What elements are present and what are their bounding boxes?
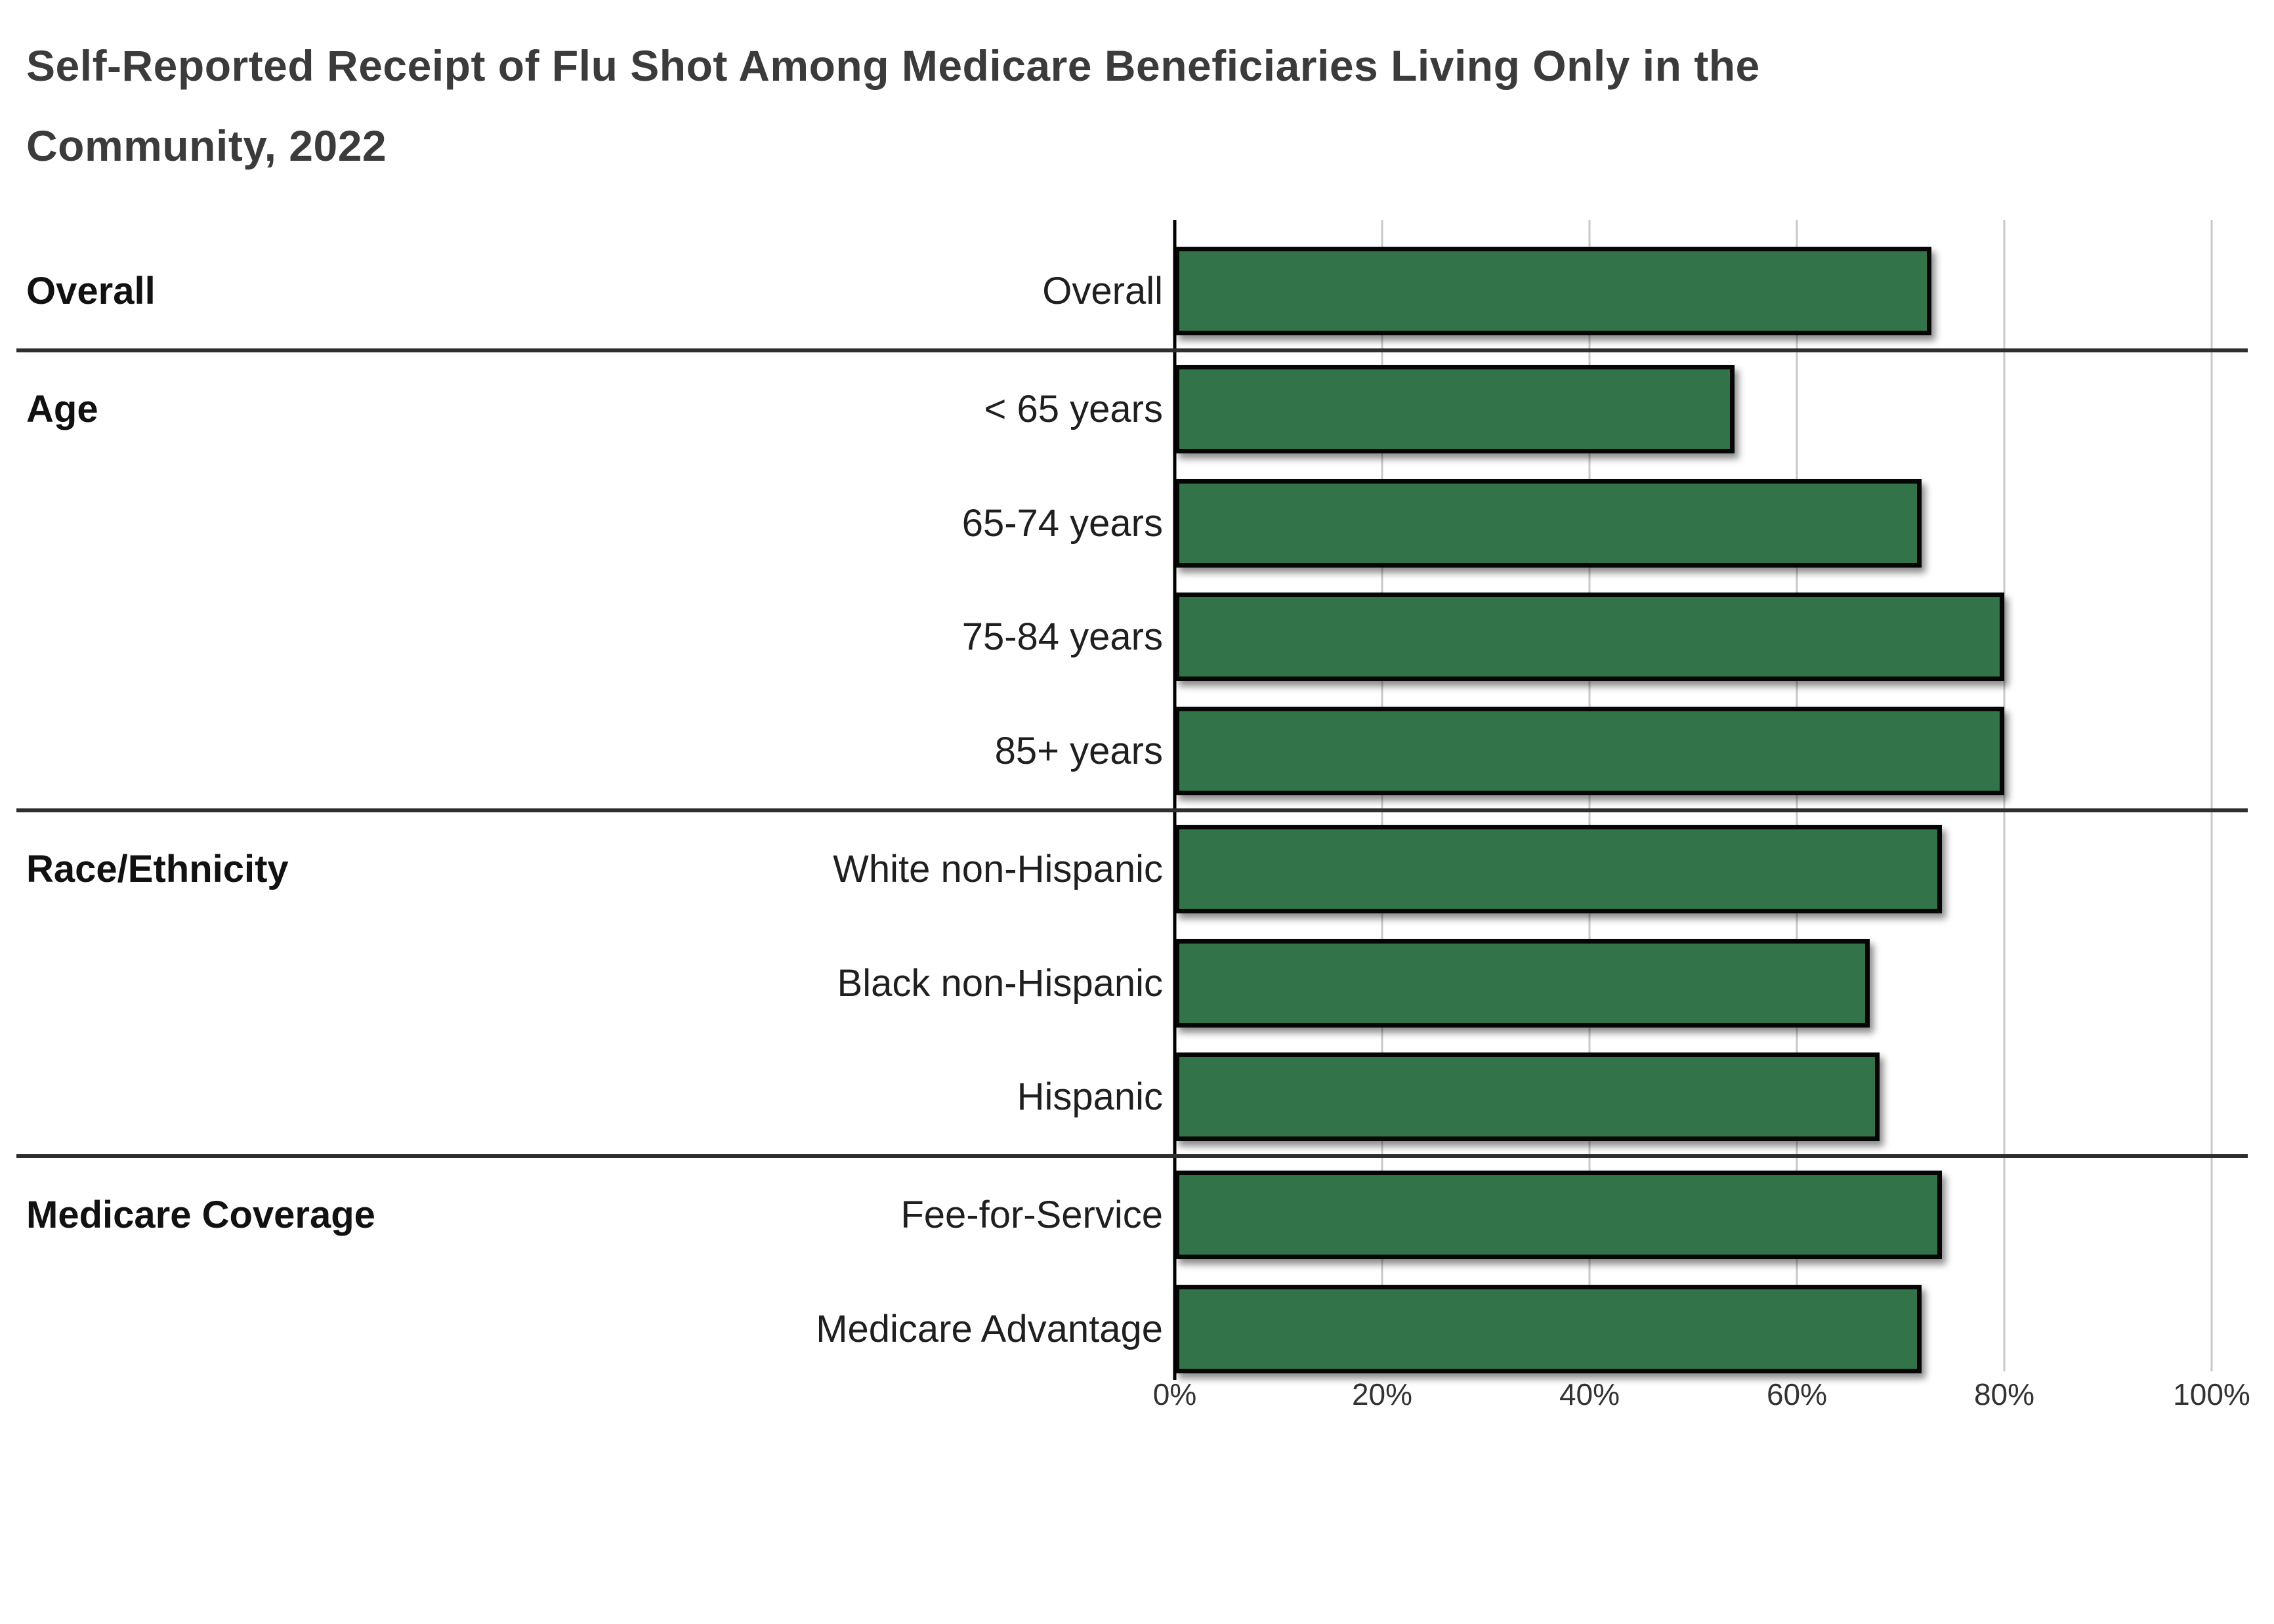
bar-65-years <box>1175 365 1735 453</box>
x-tick-label-20: 20% <box>1351 1377 1413 1411</box>
gridline-60pct <box>1796 220 1798 1371</box>
bar-black-non-hispanic <box>1175 939 1870 1028</box>
gridline-20pct <box>1381 220 1383 1371</box>
group-label-age: Age <box>26 388 98 430</box>
row-label-85-years: 85+ years <box>994 730 1163 772</box>
chart-title-line1: Self-Reported Receipt of Flu Shot Among … <box>26 41 1760 90</box>
x-tick-label-0: 0% <box>1152 1377 1197 1411</box>
x-tick-label-80: 80% <box>1973 1377 2035 1411</box>
chart-title-line2: Community, 2022 <box>26 121 387 170</box>
gridline-80pct <box>2003 220 2006 1371</box>
row-label-65-years: < 65 years <box>984 388 1163 430</box>
row-label-fee-for-service: Fee-for-Service <box>900 1194 1163 1236</box>
group-separator-2 <box>16 808 2248 812</box>
bar-hispanic <box>1175 1052 1880 1141</box>
x-tick-label-60: 60% <box>1766 1377 1828 1411</box>
gridline-100pct <box>2210 220 2213 1371</box>
group-label-overall: Overall <box>26 270 156 312</box>
group-separator-1 <box>16 348 2248 352</box>
bar-white-non-hispanic <box>1175 825 1942 913</box>
x-tick-label-40: 40% <box>1559 1377 1620 1411</box>
row-label-65-74-years: 65-74 years <box>961 502 1163 545</box>
row-label-black-non-hispanic: Black non-Hispanic <box>837 962 1163 1005</box>
row-label-white-non-hispanic: White non-Hispanic <box>833 848 1163 890</box>
bar-medicare-advantage <box>1175 1285 1922 1373</box>
gridline-40pct <box>1588 220 1591 1371</box>
bar-75-84-years <box>1175 593 2004 681</box>
group-label-medicare-coverage: Medicare Coverage <box>26 1194 375 1236</box>
bar-fee-for-service <box>1175 1171 1942 1259</box>
x-tick-label-100: 100% <box>2173 1377 2250 1411</box>
row-label-hispanic: Hispanic <box>1017 1075 1163 1118</box>
bar-85-years <box>1175 707 2004 795</box>
group-separator-3 <box>16 1154 2248 1158</box>
row-label-75-84-years: 75-84 years <box>961 615 1163 658</box>
group-label-race-ethnicity: Race/Ethnicity <box>26 848 289 890</box>
row-label-overall: Overall <box>1042 270 1163 312</box>
bar-overall <box>1175 247 1931 335</box>
bar-65-74-years <box>1175 479 1922 568</box>
y-axis-line <box>1173 220 1177 1380</box>
row-label-medicare-advantage: Medicare Advantage <box>816 1308 1163 1350</box>
